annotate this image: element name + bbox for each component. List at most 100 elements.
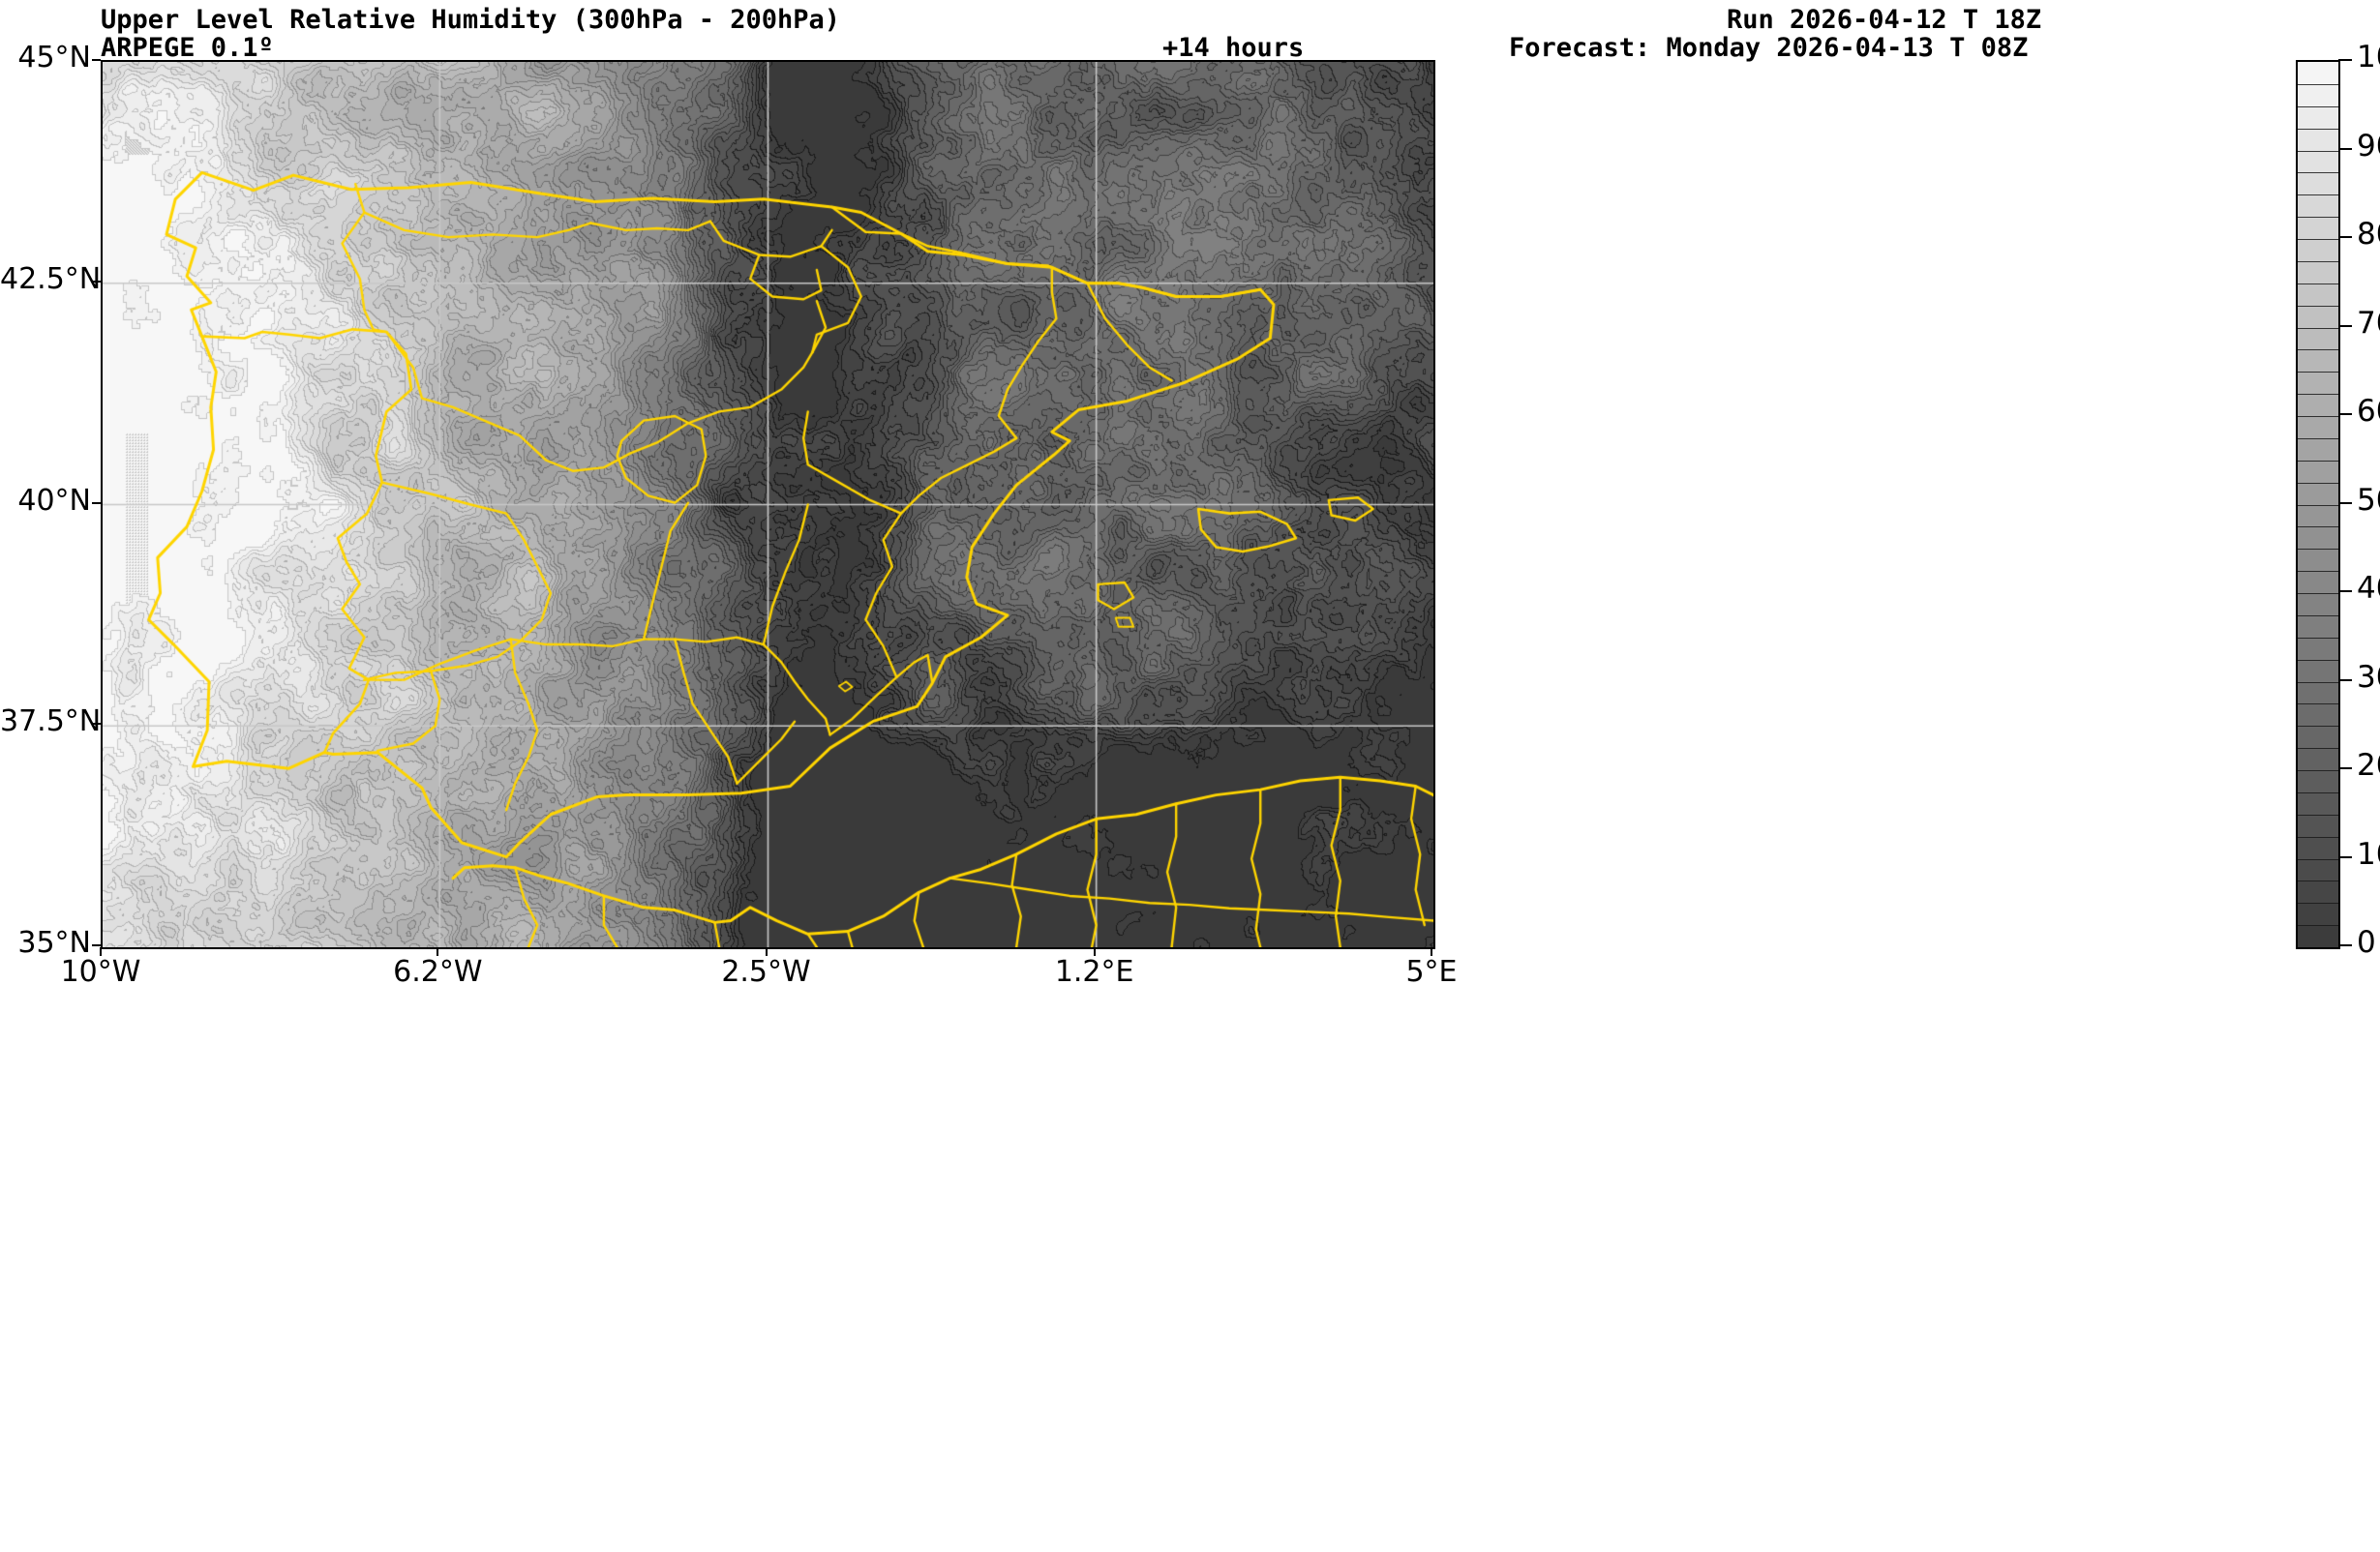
colorbar-band-separator bbox=[2298, 858, 2338, 860]
colorbar-tick-label: 50 bbox=[2357, 482, 2380, 518]
colorbar-tick-mark bbox=[2338, 501, 2352, 504]
colorbar-band-separator bbox=[2298, 748, 2338, 750]
colorbar-band bbox=[2298, 62, 2338, 85]
y-axis-tick-label: 35°N bbox=[17, 926, 91, 960]
colorbar-tick-mark bbox=[2338, 59, 2352, 61]
colorbar-band bbox=[2298, 460, 2338, 484]
colorbar-band bbox=[2298, 194, 2338, 218]
x-axis-tick-label: 1.2°E bbox=[1054, 955, 1134, 989]
colorbar-band bbox=[2298, 526, 2338, 550]
colorbar-band bbox=[2298, 571, 2338, 594]
x-axis-tick-label: 10°W bbox=[60, 955, 141, 989]
colorbar-band bbox=[2298, 372, 2338, 395]
colorbar-band-separator bbox=[2298, 416, 2338, 417]
colorbar-tick-label: 60 bbox=[2357, 394, 2380, 429]
colorbar-band-separator bbox=[2298, 217, 2338, 219]
colorbar-tick-label: 40 bbox=[2357, 571, 2380, 606]
colorbar-band-separator bbox=[2298, 260, 2338, 262]
colorbar-band bbox=[2298, 394, 2338, 417]
colorbar-band bbox=[2298, 437, 2338, 462]
colorbar-band bbox=[2298, 217, 2338, 240]
colorbar-band-separator bbox=[2298, 482, 2338, 484]
colorbar-band bbox=[2298, 814, 2338, 838]
colorbar-band-separator bbox=[2298, 681, 2338, 683]
colorbar-band-separator bbox=[2298, 770, 2338, 771]
colorbar-band-separator bbox=[2298, 903, 2338, 905]
colorbar-band-separator bbox=[2298, 437, 2338, 439]
colorbar-band-separator bbox=[2298, 703, 2338, 705]
y-axis-tick-mark bbox=[92, 59, 101, 61]
colorbar-band bbox=[2298, 791, 2338, 816]
colorbar-tick-mark bbox=[2338, 413, 2352, 415]
y-axis-tick-label: 45°N bbox=[17, 41, 91, 75]
map-plot-area[interactable] bbox=[101, 60, 1435, 949]
colorbar-band bbox=[2298, 349, 2338, 373]
colorbar-band-separator bbox=[2298, 593, 2338, 594]
colorbar-band bbox=[2298, 748, 2338, 771]
colorbar-tick-label: 0 bbox=[2357, 925, 2376, 960]
colorbar-band-separator bbox=[2298, 172, 2338, 174]
colorbar-band-separator bbox=[2298, 836, 2338, 838]
colorbar-band-separator bbox=[2298, 549, 2338, 551]
colorbar-band bbox=[2298, 260, 2338, 284]
model-label: ARPEGE 0.1º bbox=[101, 33, 274, 63]
humidity-raster bbox=[103, 62, 1433, 947]
colorbar-tick-label: 20 bbox=[2357, 748, 2380, 783]
colorbar-band-separator bbox=[2298, 791, 2338, 793]
colorbar-band-separator bbox=[2298, 83, 2338, 85]
x-axis-tick-mark bbox=[1431, 947, 1432, 956]
colorbar-band bbox=[2298, 637, 2338, 661]
colorbar-tick-mark bbox=[2338, 855, 2352, 858]
colorbar-band-separator bbox=[2298, 504, 2338, 506]
lead-time-label: +14 hours bbox=[1162, 33, 1305, 63]
colorbar-band-separator bbox=[2298, 526, 2338, 528]
colorbar-band bbox=[2298, 614, 2338, 639]
x-axis-tick-label: 5°E bbox=[1405, 955, 1458, 989]
colorbar-tick-label: 90 bbox=[2357, 128, 2380, 164]
colorbar-band bbox=[2298, 836, 2338, 860]
colorbar-band-separator bbox=[2298, 150, 2338, 152]
colorbar-band bbox=[2298, 659, 2338, 683]
page-title: Upper Level Relative Humidity (300hPa - … bbox=[101, 5, 841, 35]
colorbar-band bbox=[2298, 482, 2338, 506]
colorbar-tick-label: 10 bbox=[2357, 836, 2380, 872]
y-axis-tick-mark bbox=[92, 944, 101, 946]
colorbar-band-separator bbox=[2298, 239, 2338, 240]
colorbar-band-separator bbox=[2298, 394, 2338, 396]
colorbar-tick-mark bbox=[2338, 590, 2352, 592]
colorbar-band-separator bbox=[2298, 726, 2338, 728]
x-axis-tick-mark bbox=[100, 947, 102, 956]
colorbar-band bbox=[2298, 504, 2338, 527]
forecast-time-label: Forecast: Monday 2026-04-13 T 08Z bbox=[1509, 33, 2029, 63]
colorbar-band bbox=[2298, 726, 2338, 749]
colorbar-tick-mark bbox=[2338, 147, 2352, 150]
colorbar-tick-label: 70 bbox=[2357, 305, 2380, 341]
colorbar-band bbox=[2298, 549, 2338, 572]
colorbar-band bbox=[2298, 925, 2338, 947]
x-axis-tick-mark bbox=[437, 947, 439, 956]
colorbar-tick-mark bbox=[2338, 944, 2352, 946]
colorbar-tick-label: 80 bbox=[2357, 217, 2380, 252]
colorbar-band bbox=[2298, 128, 2338, 152]
colorbar-band-separator bbox=[2298, 880, 2338, 882]
colorbar-band bbox=[2298, 703, 2338, 727]
run-time-label: Run 2026-04-12 T 18Z bbox=[1727, 5, 2042, 35]
x-axis-tick-mark bbox=[765, 947, 768, 956]
colorbar-band-separator bbox=[2298, 460, 2338, 462]
colorbar-band-separator bbox=[2298, 105, 2338, 107]
colorbar-band bbox=[2298, 416, 2338, 439]
colorbar-band bbox=[2298, 770, 2338, 793]
colorbar-band bbox=[2298, 858, 2338, 881]
colorbar-tick-mark bbox=[2338, 767, 2352, 769]
colorbar-band-separator bbox=[2298, 814, 2338, 816]
colorbar-band-separator bbox=[2298, 659, 2338, 661]
colorbar-band bbox=[2298, 283, 2338, 307]
colorbar-tick-label: 100 bbox=[2357, 40, 2380, 75]
colorbar-band bbox=[2298, 105, 2338, 130]
colorbar-band-separator bbox=[2298, 194, 2338, 196]
colorbar-band-separator bbox=[2298, 637, 2338, 639]
y-axis-tick-mark bbox=[92, 280, 101, 283]
colorbar-band bbox=[2298, 305, 2338, 329]
y-axis-tick-label: 40°N bbox=[17, 483, 91, 518]
